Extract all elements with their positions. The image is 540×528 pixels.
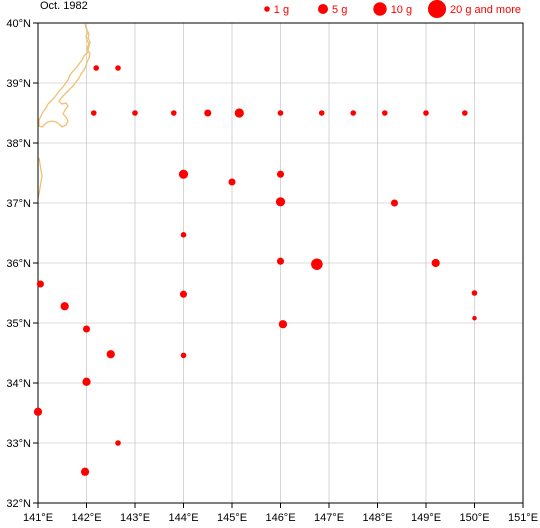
sample-point	[180, 352, 187, 359]
coastline-boso	[37, 157, 43, 199]
y-tick-label: 40°N	[6, 18, 31, 30]
sample-point	[278, 320, 288, 329]
sample-point	[234, 108, 244, 118]
sample-point	[276, 170, 285, 178]
sample-point	[33, 407, 43, 416]
y-tick-label: 39°N	[6, 78, 31, 90]
sample-point	[180, 232, 187, 238]
sample-point	[462, 110, 468, 116]
sample-point	[228, 178, 236, 186]
legend-label: 1 g	[274, 4, 289, 16]
y-tick-label: 35°N	[6, 318, 31, 330]
y-tick-label: 37°N	[6, 198, 31, 210]
sample-point	[82, 377, 91, 386]
sample-point	[80, 467, 90, 476]
sample-points	[33, 65, 478, 476]
sample-point	[115, 65, 121, 71]
x-tick-label: 144°E	[168, 512, 198, 524]
sample-point	[275, 197, 286, 207]
axis-ticks: 141°E 142°E 143°E 144°E 145°E 146°E 147°E 148°E…	[6, 18, 538, 524]
coastline-honshu	[38, 23, 91, 128]
sample-point	[204, 109, 212, 117]
sample-point	[93, 65, 99, 71]
sample-point	[132, 110, 138, 116]
x-tick-label: 143°E	[120, 512, 150, 524]
sample-point	[171, 110, 177, 116]
x-tick-label: 151°E	[508, 512, 538, 524]
sample-point	[60, 302, 69, 311]
y-tick-label: 33°N	[6, 438, 31, 450]
legend-marker	[317, 3, 329, 15]
sample-point	[381, 110, 388, 116]
sample-point	[350, 110, 357, 116]
sample-point	[390, 199, 399, 207]
sample-point	[311, 258, 323, 270]
sample-point	[36, 280, 44, 288]
sample-point	[82, 325, 91, 333]
sample-point	[423, 110, 429, 116]
sample-point	[277, 110, 284, 116]
sample-point	[318, 110, 325, 116]
legend-marker	[264, 6, 270, 12]
x-tick-label: 146°E	[265, 512, 295, 524]
y-tick-label: 34°N	[6, 378, 31, 390]
sample-point	[90, 110, 97, 116]
legend: 1 g 5 g 10 g 20 g and more	[264, 0, 521, 19]
sample-point	[471, 290, 478, 296]
sample-point	[472, 315, 477, 321]
sample-point	[115, 440, 121, 446]
x-tick-label: 147°E	[314, 512, 344, 524]
sample-point	[106, 350, 115, 359]
sample-point	[178, 169, 189, 179]
legend-label: 20 g and more	[450, 4, 521, 16]
y-tick-label: 32°N	[6, 498, 31, 510]
x-tick-label: 145°E	[217, 512, 247, 524]
x-tick-label: 149°E	[411, 512, 441, 524]
legend-label: 5 g	[332, 4, 347, 16]
x-tick-label: 141°E	[23, 512, 53, 524]
sample-point	[431, 258, 440, 268]
x-tick-label: 142°E	[71, 512, 101, 524]
sample-point	[179, 290, 188, 298]
y-tick-label: 38°N	[6, 138, 31, 150]
sample-point	[276, 257, 285, 265]
map-title: Oct. 1982	[40, 0, 88, 12]
legend-marker	[373, 2, 387, 16]
y-tick-label: 36°N	[6, 258, 31, 270]
legend-label: 10 g	[391, 4, 412, 16]
legend-marker	[427, 0, 447, 19]
x-tick-label: 150°E	[459, 512, 489, 524]
x-tick-label: 148°E	[362, 512, 392, 524]
